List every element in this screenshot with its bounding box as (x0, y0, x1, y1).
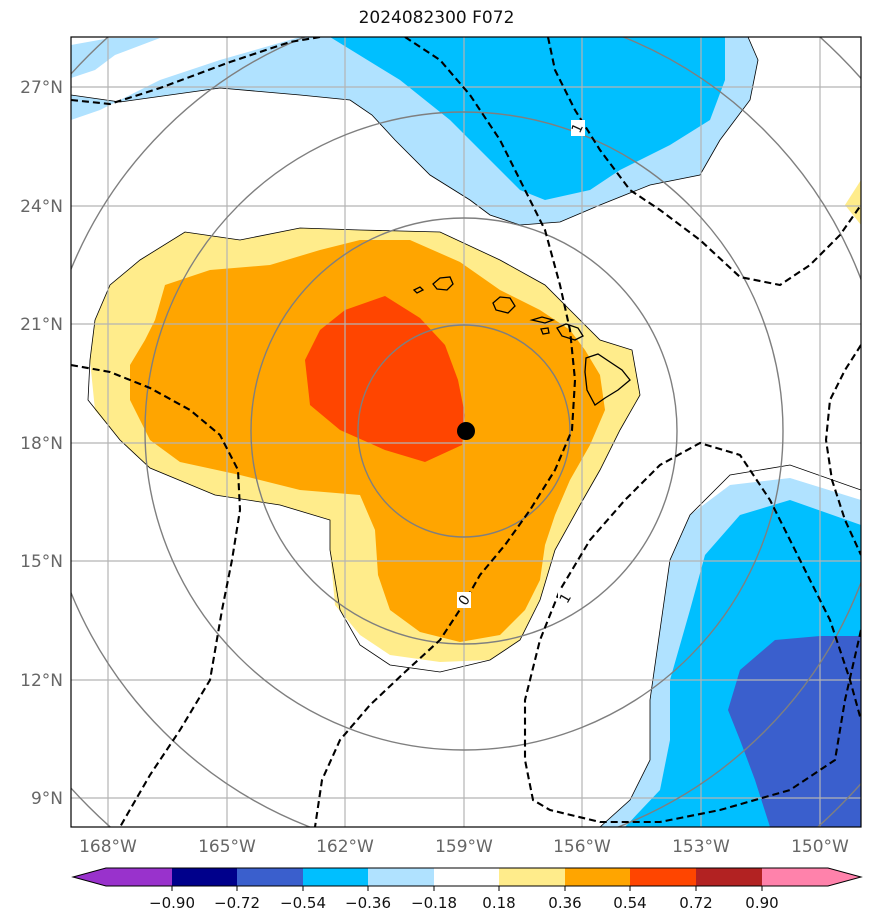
colorbar-segment (696, 868, 763, 886)
colorbar-segment (762, 868, 829, 886)
map-title: 2024082300 F072 (358, 8, 515, 28)
colorbar-tick-label: −0.72 (214, 894, 260, 912)
colorbar-tick-label: −0.90 (149, 894, 195, 912)
colorbar: −0.90 −0.72 −0.54 −0.36 −0.18 0.18 0.36 … (71, 867, 863, 912)
dashed-contours (71, 37, 861, 827)
colorbar-segment (106, 868, 173, 886)
colorbar-segment (303, 868, 369, 886)
colorbar-tick-label: −0.54 (280, 894, 326, 912)
colorbar-tick-label: 0.18 (482, 894, 515, 912)
colorbar-ticks (171, 886, 763, 891)
hawaiian-islands (412, 276, 631, 406)
colorbar-segment (499, 868, 566, 886)
lon-label: 153°W (672, 837, 730, 857)
lat-label: 9°N (31, 789, 63, 809)
lon-label: 159°W (435, 837, 493, 857)
shading-lightblue-nw (71, 38, 160, 78)
lat-label: 27°N (20, 78, 63, 98)
shading-royalblue-se (728, 636, 861, 827)
gridlines (71, 37, 861, 827)
colorbar-extend-low (73, 868, 106, 886)
lat-label: 18°N (20, 434, 63, 454)
colorbar-extend-high (828, 868, 861, 886)
colorbar-segment (172, 868, 238, 886)
lon-label: 165°W (198, 837, 256, 857)
lon-label: 162°W (316, 837, 374, 857)
colorbar-tick-label: 0.36 (548, 894, 581, 912)
colorbar-tick-label: 0.90 (745, 894, 778, 912)
colorbar-tick-label: 0.54 (613, 894, 646, 912)
storm-center-marker (457, 422, 475, 440)
colorbar-segment (565, 868, 631, 886)
lat-label: 12°N (20, 671, 63, 691)
lon-label: 150°W (791, 837, 849, 857)
lon-label: 168°W (79, 837, 137, 857)
colorbar-tick-label: −0.18 (411, 894, 457, 912)
colorbar-tick-label: 0.72 (679, 894, 712, 912)
map-frame (70, 36, 862, 828)
latitude-labels: 27°N 24°N 21°N 18°N 15°N 12°N 9°N (20, 78, 63, 809)
lat-label: 21°N (20, 315, 63, 335)
colorbar-segment (368, 868, 435, 886)
colorbar-segment (434, 868, 500, 886)
lat-label: 24°N (20, 197, 63, 217)
colorbar-segment (237, 868, 304, 886)
longitude-labels: 168°W 165°W 162°W 159°W 156°W 153°W 150°… (79, 837, 849, 857)
shading-yellow-ne (845, 180, 861, 225)
colorbar-segment (630, 868, 697, 886)
lon-label: 156°W (553, 837, 611, 857)
colorbar-outline (71, 867, 863, 887)
lat-label: 15°N (20, 552, 63, 572)
colorbar-tick-label: −0.36 (345, 894, 391, 912)
